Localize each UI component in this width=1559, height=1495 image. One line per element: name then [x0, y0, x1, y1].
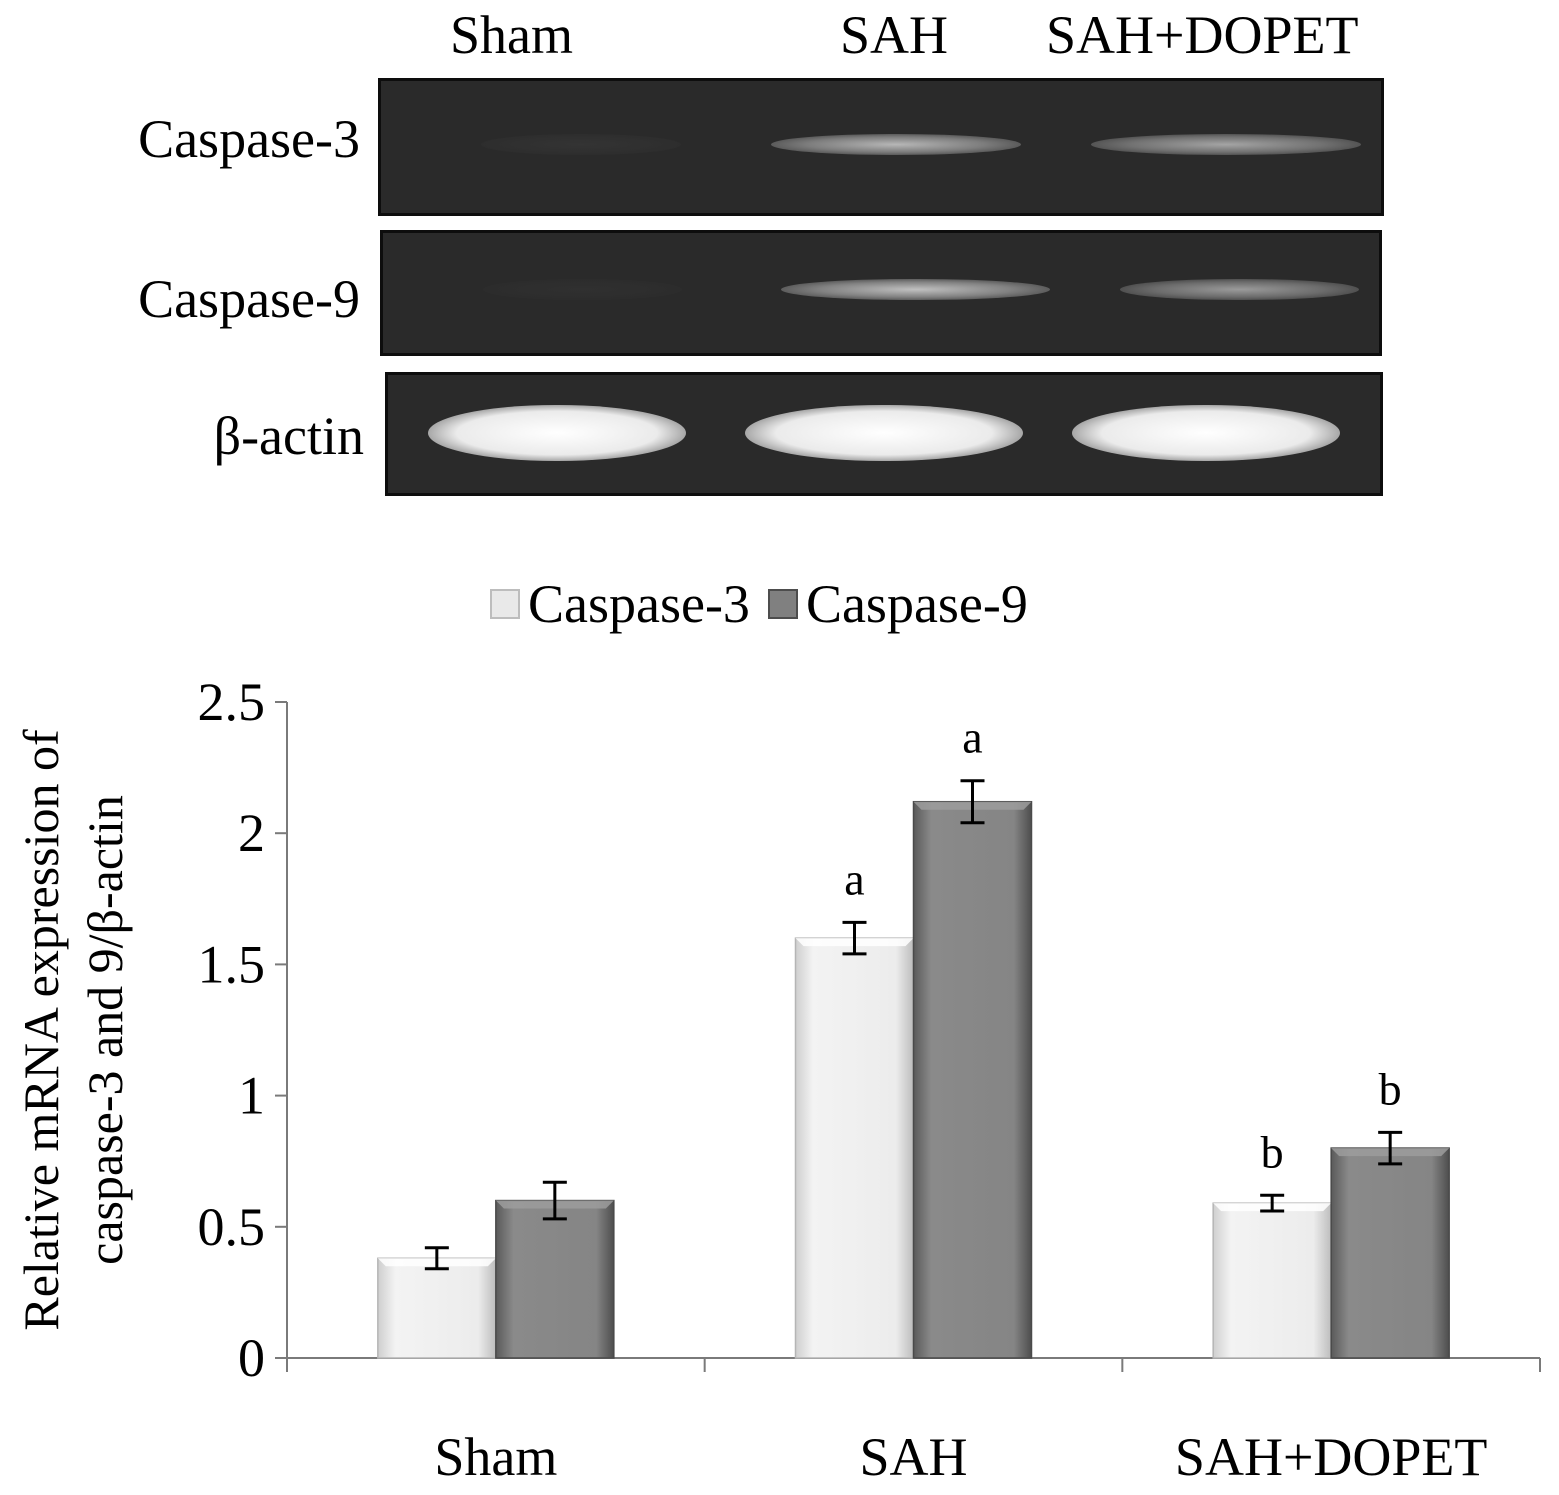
y-axis-title-svg: Relative mRNA expression of caspase-3 an… [13, 729, 133, 1331]
gel-band-2-0 [427, 404, 686, 462]
gel-band-0-1 [771, 133, 1021, 155]
bar-1-1 [912, 800, 1033, 1359]
legend-item-caspase-9: Caspase-9 [767, 573, 1028, 635]
legend-swatch-caspase-9 [767, 589, 798, 619]
gel-lane-label-sham: Sham [450, 5, 574, 65]
chart-legend: Caspase-3 Caspase-9 [490, 572, 1046, 636]
gel-row-label-caspase-3: Caspase-3 [138, 109, 360, 169]
y-tick-label-2: 1 [238, 1066, 265, 1126]
gel-band-2-1 [745, 404, 1023, 462]
gel-row-label-beta-actin: β-actin [213, 406, 364, 466]
y-tick-label-0: 0 [238, 1328, 265, 1388]
gel-strip-caspase-3 [378, 78, 1384, 216]
bar-1-2 [1330, 1147, 1450, 1359]
y-tick-label-1: 0.5 [198, 1197, 266, 1257]
labels: 0 0.5 1 1.5 2 2.5 Sham SAH a a SAH+DOPET b b [198, 672, 1488, 1487]
gel-lane-label-sah-dopet: SAH+DOPET [1046, 5, 1359, 65]
y-axis-title-line2: caspase-3 and 9/β-actin [77, 795, 133, 1265]
legend-label-caspase-9: Caspase-9 [805, 574, 1028, 634]
y-tick-label-3: 1.5 [198, 934, 266, 994]
gel-band-2-2 [1072, 404, 1341, 462]
y-tick-label-4: 2 [238, 803, 265, 863]
gel-row-label-caspase-9: Caspase-9 [138, 269, 360, 329]
x-category-label-1: SAH [859, 1427, 967, 1487]
bars [377, 779, 1450, 1359]
bar-0-2 [1212, 1202, 1332, 1359]
gel-band-1-0 [482, 278, 682, 301]
significance-label-1-1: a [962, 712, 982, 763]
x-category-label-2: SAH+DOPET [1175, 1427, 1487, 1487]
legend-swatch-caspase-3 [490, 589, 520, 619]
gel-band-0-2 [1091, 133, 1361, 155]
gel-strip-caspase-9 [380, 230, 1382, 356]
bar-0-0 [377, 1257, 497, 1359]
significance-label-0-2: b [1261, 1126, 1284, 1177]
gel-strip-beta-actin [385, 372, 1383, 496]
gel-band-0-0 [481, 133, 681, 155]
x-category-label-0: Sham [434, 1427, 557, 1487]
bar-1-0 [495, 1199, 615, 1359]
legend-label-caspase-3: Caspase-3 [528, 574, 750, 634]
y-tick-label-5: 2.5 [198, 672, 266, 732]
significance-label-0-1: a [844, 853, 864, 904]
y-axis-title-line1: Relative mRNA expression of [13, 729, 69, 1331]
bar-0-1 [794, 937, 915, 1359]
gel-band-1-2 [1120, 278, 1360, 301]
significance-label-1-2: b [1379, 1063, 1402, 1114]
gel-lane-label-sah: SAH [840, 5, 949, 65]
gel-band-1-1 [781, 278, 1051, 301]
legend-item-caspase-3: Caspase-3 [490, 573, 750, 635]
